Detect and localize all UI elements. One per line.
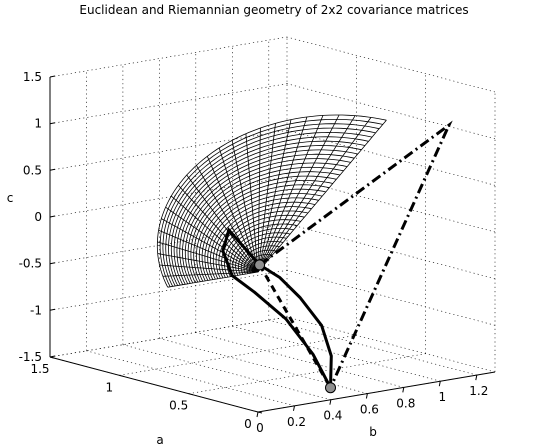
- surface-mesh-spoke: [257, 115, 324, 273]
- z-tick-mark: [49, 262, 56, 265]
- z-tick-mark: [49, 168, 56, 171]
- surface-mesh-ring: [204, 188, 326, 281]
- z-tick-label: 1.5: [23, 70, 42, 84]
- surface-mesh-spoke: [218, 147, 259, 273]
- surface-mesh-spoke: [257, 115, 356, 273]
- surface-mesh-spoke: [186, 174, 259, 273]
- z-tick-mark: [49, 75, 56, 78]
- z-tick-mark: [49, 308, 56, 311]
- chart-title: Euclidean and Riemannian geometry of 2x2…: [79, 3, 468, 17]
- surface-mesh-spoke: [178, 185, 259, 273]
- y-tick-label: 0.4: [323, 409, 342, 423]
- surface-mesh-spoke: [257, 119, 292, 273]
- surface-mesh-spoke: [161, 218, 259, 273]
- surface-mesh-spoke: [162, 271, 259, 277]
- x-tick-label: 0: [244, 417, 252, 431]
- y-tick-label: 0.2: [287, 415, 306, 429]
- surface-mesh-spoke: [257, 114, 340, 273]
- y-tick-mark: [475, 375, 478, 381]
- y-tick-label: 1: [438, 390, 446, 404]
- grid-line-z-wallb: [286, 270, 496, 326]
- surface-mesh-spoke: [165, 206, 259, 273]
- z-tick-label: -1.5: [19, 350, 42, 364]
- geodesic-curve: [258, 264, 332, 389]
- surface-mesh-ring: [170, 136, 369, 286]
- z-tick-label: -1: [30, 303, 42, 317]
- y-axis-label: b: [369, 425, 377, 439]
- surface-mesh-ring: [187, 162, 348, 283]
- grid-line-y-floor: [159, 338, 368, 394]
- z-tick-label: 0.5: [23, 163, 42, 177]
- z-axis-label: c: [7, 191, 14, 205]
- y-tick-mark: [256, 411, 259, 418]
- x-axis-line: [49, 356, 259, 413]
- tick-layer: 0 0.5 1 1.5 0 0.2 0.4 0.6 0.8 1 1.2 -1.5 -1 -0.5 0 0.5 1…: [19, 70, 489, 435]
- grid-line-z-walla: [49, 36, 288, 78]
- y-tick-label: 1.2: [469, 384, 488, 398]
- surface-mesh-spoke: [167, 271, 259, 288]
- y-tick-mark: [438, 381, 441, 387]
- surface-mesh-spoke: [157, 253, 259, 273]
- x-tick-label: 1: [105, 380, 113, 394]
- grid-line-z-walla: [49, 316, 288, 358]
- surface-mesh-spoke: [170, 195, 259, 273]
- matrix-point: [325, 382, 336, 394]
- z-tick-mark: [49, 355, 56, 358]
- surface-mesh-spoke: [257, 116, 308, 273]
- grid-line-z-wallb: [286, 83, 496, 139]
- grid-line-z-walla: [49, 130, 288, 171]
- surface-mesh-spoke: [231, 140, 259, 273]
- surface-mesh-spoke: [158, 229, 259, 273]
- grid-line-z-wallb: [286, 36, 496, 93]
- surface-mesh-spoke: [157, 241, 259, 273]
- z-tick-mark: [49, 215, 56, 218]
- grid-line-x-floor: [49, 316, 288, 358]
- surface-mesh-spoke: [257, 127, 261, 273]
- surface-mesh-spoke: [159, 264, 259, 273]
- x-tick-label: 1.5: [30, 362, 49, 376]
- x-axis-label: a: [156, 433, 163, 447]
- surface-mesh-spoke: [257, 123, 276, 273]
- geodesic-curve: [258, 263, 333, 390]
- z-tick-label: 1: [34, 117, 42, 131]
- z-tick-mark: [49, 122, 56, 125]
- z-tick-label: -0.5: [19, 257, 42, 271]
- geodesic-curve: [258, 120, 453, 389]
- x-tick-mark: [119, 374, 124, 377]
- x-tick-label: 0.5: [169, 399, 188, 413]
- y-tick-mark: [365, 393, 368, 399]
- y-tick-label: 0.6: [360, 403, 379, 417]
- mesh-layer: [156, 114, 387, 288]
- y-tick-label: 0: [256, 421, 264, 435]
- surface-mesh-spoke: [257, 119, 387, 273]
- x-tick-mark: [188, 393, 193, 396]
- y-tick-mark: [402, 387, 405, 393]
- surface-mesh-spoke: [196, 165, 259, 273]
- surface-mesh-spoke: [257, 117, 372, 273]
- matrix-point: [254, 259, 266, 271]
- y-axis-line: [257, 371, 496, 413]
- y-tick-mark: [329, 399, 332, 405]
- grid-line-x-floor: [188, 353, 426, 394]
- grid-line-y-floor: [86, 350, 295, 407]
- grid-line-y-floor: [122, 344, 331, 400]
- grid-line-z-wallb: [286, 176, 496, 233]
- grid-line-y-floor: [195, 332, 404, 388]
- curve-layer: [221, 120, 453, 394]
- y-tick-mark: [293, 405, 295, 411]
- grid-line-z-walla: [49, 83, 288, 124]
- grid-line-z-wallb: [286, 130, 496, 186]
- z-tick-label: 0: [34, 210, 42, 224]
- surface-mesh-spoke: [245, 133, 259, 273]
- y-tick-label: 0.8: [396, 396, 415, 410]
- x-tick-mark: [257, 411, 263, 414]
- grid-line-y-floor: [268, 319, 477, 376]
